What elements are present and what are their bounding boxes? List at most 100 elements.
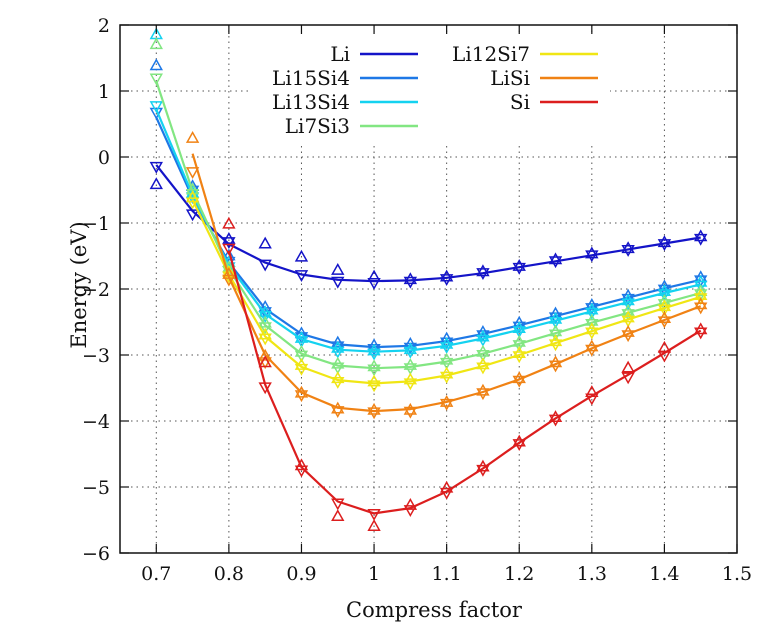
point-up-LiSi (403, 402, 418, 415)
point-down-Li13Si4 (694, 280, 708, 293)
series-layer (149, 27, 708, 531)
point-down-Li (476, 268, 490, 281)
point-down-Li7Si3 (476, 349, 490, 362)
point-up-Li13Si4 (403, 342, 418, 355)
point-down-Si (331, 498, 345, 511)
point-down-Li7Si3 (403, 363, 418, 376)
ticks: 0.7 0.8 0.9 1 1.1 1.2 1.3 1.4 1.5 −6 −5 −4 −3 −2 −1 0 1 2 (82, 15, 752, 585)
point-down-Li12Si7 (621, 315, 635, 328)
point-up-Li12Si7 (185, 190, 200, 203)
point-up-Li15Si4 (149, 58, 163, 71)
point-down-LiSi (294, 390, 309, 403)
point-down-Li7Si3 (331, 362, 345, 375)
point-up-LiSi (331, 401, 345, 414)
point-up-Li7Si3 (149, 37, 163, 50)
point-down-Si (258, 382, 272, 395)
point-down-Si (439, 487, 454, 500)
point-down-Li (621, 245, 635, 257)
point-up-Li (149, 177, 163, 190)
point-down-Li (657, 239, 672, 251)
point-up-Li (657, 235, 672, 248)
point-up-Si (621, 360, 635, 373)
point-up-Si (331, 509, 345, 522)
point-down-LiSi (222, 274, 236, 287)
point-down-Li (548, 256, 563, 269)
point-up-LiSi (185, 130, 200, 143)
legend-label-LiSi: LiSi (490, 66, 530, 90)
point-up-Si (548, 410, 563, 423)
y-tick-label: 0 (98, 147, 110, 169)
series-line-Li12Si7 (191, 199, 702, 385)
point-up-Si (294, 458, 309, 471)
point-down-Si (222, 243, 236, 256)
point-down-Li (149, 161, 163, 174)
point-up-Li (403, 272, 418, 285)
point-down-Li12Si7 (548, 339, 563, 352)
point-down-Li7Si3 (294, 350, 309, 363)
point-up-Li (258, 236, 272, 249)
point-down-Si (694, 327, 708, 340)
point-up-Li (439, 269, 454, 282)
point-up-Li (621, 241, 635, 254)
y-tick-label: 1 (98, 81, 110, 103)
point-down-Li12Si7 (512, 351, 526, 364)
y-tick-label: −5 (82, 477, 110, 499)
y-tick-label: −4 (82, 411, 110, 433)
point-up-Si (403, 497, 418, 510)
x-tick-label: 1.5 (722, 563, 752, 585)
point-down-Si (403, 505, 418, 517)
point-down-LiSi (694, 302, 708, 315)
series-Li (149, 161, 708, 290)
point-down-Li (222, 237, 236, 250)
point-up-Li (585, 246, 599, 259)
series-line-LiSi (191, 153, 702, 413)
point-down-Si (512, 439, 526, 451)
y-axis-label: Energy (eV) (67, 221, 91, 348)
point-down-Li13Si4 (331, 346, 345, 359)
x-tick-label: 0.8 (214, 563, 244, 585)
series-line-Li15Si4 (155, 116, 701, 349)
point-down-LiSi (585, 344, 599, 357)
point-down-Li12Si7 (476, 362, 490, 375)
point-down-Si (585, 393, 599, 406)
point-up-LiSi (512, 371, 526, 384)
point-down-Si (476, 464, 490, 477)
point-up-Li (694, 229, 708, 242)
point-down-LiSi (621, 330, 635, 343)
point-down-Li12Si7 (657, 304, 672, 317)
point-up-LiSi (294, 385, 309, 398)
point-down-Li (185, 209, 200, 222)
point-down-LiSi (403, 406, 418, 419)
point-down-Li7Si3 (548, 329, 563, 342)
series-line-Li7Si3 (155, 80, 701, 370)
point-down-Li13Si4 (439, 342, 454, 354)
series-line-Si (227, 250, 702, 515)
point-up-LiSi (476, 383, 490, 396)
point-up-LiSi (439, 394, 454, 407)
point-up-Si (512, 434, 526, 447)
x-tick-label: 0.9 (286, 563, 316, 585)
point-up-Li7Si3 (185, 182, 200, 195)
x-axis-label: Compress factor (346, 598, 523, 622)
point-up-Li13Si4 (185, 185, 200, 198)
point-down-Li (512, 262, 526, 275)
point-up-Li (294, 249, 309, 262)
point-down-Li13Si4 (657, 289, 672, 302)
point-down-Li (403, 276, 418, 289)
point-down-Li12Si7 (185, 197, 200, 210)
point-down-Li (367, 278, 381, 290)
point-down-Li13Si4 (548, 316, 563, 329)
legend-label-Li: Li (330, 42, 350, 66)
legend-label-Li7Si3: Li7Si3 (285, 114, 350, 138)
point-down-Li12Si7 (331, 377, 345, 389)
y-tick-label: −2 (82, 279, 110, 301)
point-up-Si (585, 385, 599, 397)
point-down-Si (367, 509, 381, 521)
point-down-Li (294, 270, 309, 283)
point-down-Li12Si7 (367, 380, 381, 393)
point-down-Li12Si7 (439, 371, 454, 384)
y-tick-label: −6 (82, 543, 110, 565)
point-down-Li13Si4 (512, 326, 526, 339)
